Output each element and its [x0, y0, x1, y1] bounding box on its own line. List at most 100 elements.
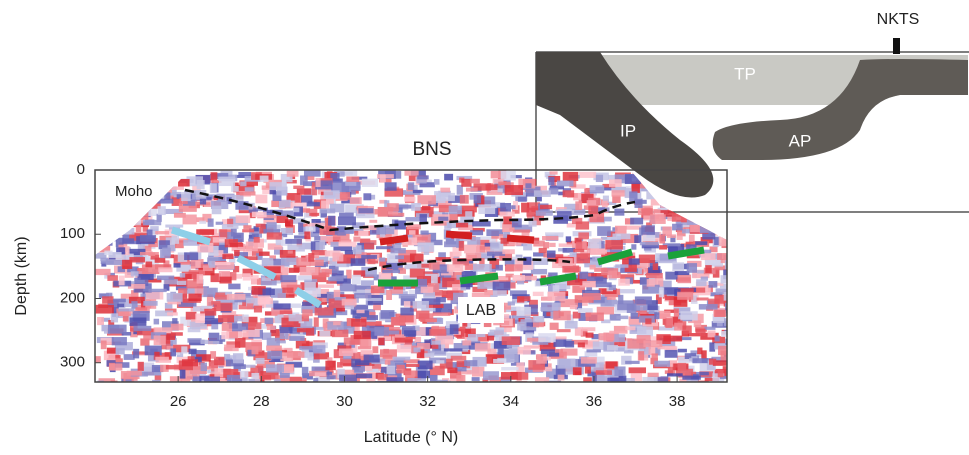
noise-cell — [433, 312, 451, 316]
noise-cell — [250, 275, 259, 279]
noise-cell — [171, 324, 184, 331]
noise-cell — [287, 352, 304, 358]
noise-cell — [727, 318, 736, 328]
noise-cell — [723, 180, 737, 184]
noise-cell — [125, 217, 141, 226]
noise-cell — [309, 213, 319, 216]
noise-cell — [374, 327, 389, 336]
noise-cell — [677, 293, 691, 297]
noise-cell — [209, 261, 216, 268]
noise-cell — [715, 173, 733, 178]
noise-cell — [305, 226, 315, 232]
noise-cell — [297, 188, 311, 194]
noise-cell — [242, 229, 254, 232]
noise-cell — [180, 273, 185, 277]
noise-cell — [240, 191, 256, 195]
noise-cell — [723, 198, 738, 208]
noise-cell — [586, 313, 604, 321]
noise-cell — [714, 295, 731, 304]
noise-cell — [387, 366, 396, 374]
noise-cell — [222, 224, 239, 229]
noise-cell — [302, 367, 309, 375]
noise-cell — [364, 243, 374, 249]
noise-cell — [244, 365, 255, 368]
noise-cell — [260, 176, 269, 182]
noise-cell — [314, 317, 319, 327]
noise-cell — [630, 218, 643, 225]
noise-cell — [130, 318, 147, 326]
noise-cell — [231, 186, 239, 192]
noise-cell — [583, 293, 601, 300]
noise-cell — [706, 214, 712, 219]
noise-cell — [727, 262, 745, 267]
noise-cell — [155, 357, 169, 361]
noise-cell — [602, 201, 608, 208]
noise-cell — [316, 178, 321, 187]
noise-cell — [576, 242, 582, 249]
noise-cell — [625, 174, 641, 184]
noise-cell — [557, 359, 570, 369]
noise-cell — [262, 258, 273, 267]
noise-cell — [98, 220, 113, 223]
noise-cell — [506, 354, 518, 362]
noise-cell — [640, 242, 659, 245]
noise-cell — [166, 365, 183, 369]
noise-cell — [659, 191, 664, 200]
noise-cell — [96, 196, 115, 203]
noise-cell — [242, 330, 259, 337]
noise-cell — [436, 360, 444, 363]
x-tick-label: 28 — [253, 393, 270, 410]
noise-cell — [201, 363, 207, 371]
noise-cell — [227, 375, 240, 385]
noise-cell — [558, 375, 565, 381]
noise-cell — [566, 236, 571, 242]
noise-cell — [570, 252, 577, 257]
noise-cell — [436, 380, 448, 387]
noise-cell — [536, 210, 553, 215]
noise-cell — [267, 351, 282, 359]
receiver-function-image — [95, 170, 745, 392]
noise-cell — [204, 377, 220, 386]
noise-cell — [103, 217, 120, 226]
noise-cell — [352, 275, 361, 285]
noise-cell — [631, 244, 636, 249]
noise-cell — [646, 191, 661, 199]
noise-cell — [195, 313, 205, 323]
noise-cell — [517, 322, 526, 331]
noise-cell — [493, 359, 508, 363]
noise-cell — [242, 315, 249, 323]
noise-cell — [235, 338, 246, 348]
noise-cell — [200, 199, 206, 205]
noise-cell — [406, 364, 419, 367]
noise-cell — [238, 172, 251, 176]
noise-cell — [199, 221, 206, 224]
noise-cell — [618, 279, 630, 286]
noise-cell — [579, 272, 588, 279]
noise-cell — [103, 187, 112, 192]
noise-cell — [429, 262, 440, 270]
noise-cell — [612, 234, 630, 240]
noise-cell — [642, 377, 657, 384]
noise-cell — [363, 193, 371, 200]
noise-cell — [646, 273, 663, 278]
noise-cell — [302, 309, 312, 316]
noise-cell — [120, 211, 126, 219]
noise-cell — [119, 311, 130, 316]
noise-cell — [152, 171, 162, 176]
noise-cell — [715, 199, 732, 204]
noise-cell — [654, 361, 670, 367]
noise-cell — [154, 319, 159, 325]
noise-cell — [487, 336, 494, 341]
noise-cell — [700, 224, 714, 233]
noise-cell — [111, 313, 118, 322]
noise-cell — [456, 223, 468, 228]
noise-cell — [721, 331, 731, 337]
noise-cell — [340, 192, 350, 200]
noise-cell — [369, 220, 377, 223]
noise-cell — [404, 330, 416, 336]
noise-cell — [491, 171, 499, 178]
noise-cell — [715, 336, 720, 342]
noise-cell — [356, 310, 364, 313]
noise-cell — [607, 378, 619, 381]
lab-label: LAB — [466, 302, 496, 319]
